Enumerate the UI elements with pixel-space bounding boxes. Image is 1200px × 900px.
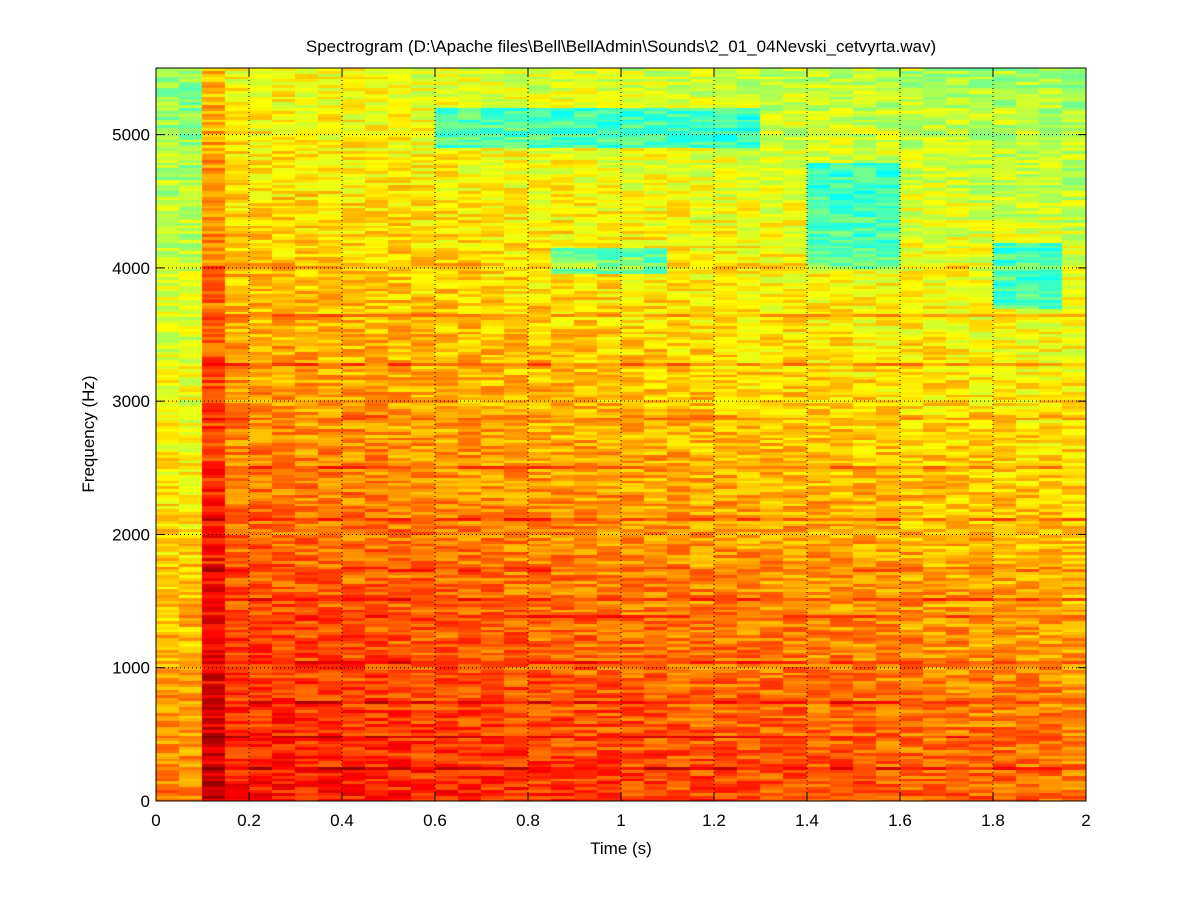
y-tick-label: 0 xyxy=(141,792,150,811)
x-tick-label: 0.8 xyxy=(516,811,540,830)
x-tick-label: 0 xyxy=(151,811,160,830)
chart-title: Spectrogram (D:\Apache files\Bell\BellAd… xyxy=(306,37,936,56)
x-tick-label: 0.4 xyxy=(330,811,354,830)
y-axis-ticks: 0 1000 2000 3000 4000 5000 xyxy=(112,126,1086,811)
plot-area xyxy=(156,68,1086,801)
y-tick-label: 1000 xyxy=(112,659,150,678)
y-tick-label: 4000 xyxy=(112,259,150,278)
y-tick-label: 5000 xyxy=(112,126,150,145)
y-axis-label: Frequency (Hz) xyxy=(79,375,98,492)
x-tick-label: 0.6 xyxy=(423,811,447,830)
grid-lines xyxy=(156,68,1086,801)
plot-frame xyxy=(155,67,1087,802)
x-tick-label: 1.6 xyxy=(888,811,912,830)
y-tick-label: 3000 xyxy=(112,392,150,411)
x-tick-label: 1 xyxy=(616,811,625,830)
x-tick-label: 1.8 xyxy=(981,811,1005,830)
spectrogram-heatmap xyxy=(156,68,1086,801)
x-axis-ticks: 0 0.2 0.4 0.6 0.8 1 1.2 1.4 1.6 1.8 2 xyxy=(151,68,1091,830)
y-tick-label: 2000 xyxy=(112,525,150,544)
x-tick-label: 0.2 xyxy=(237,811,261,830)
x-tick-label: 1.2 xyxy=(702,811,726,830)
x-axis-label: Time (s) xyxy=(590,839,652,858)
x-tick-label: 2 xyxy=(1081,811,1090,830)
x-tick-label: 1.4 xyxy=(795,811,819,830)
